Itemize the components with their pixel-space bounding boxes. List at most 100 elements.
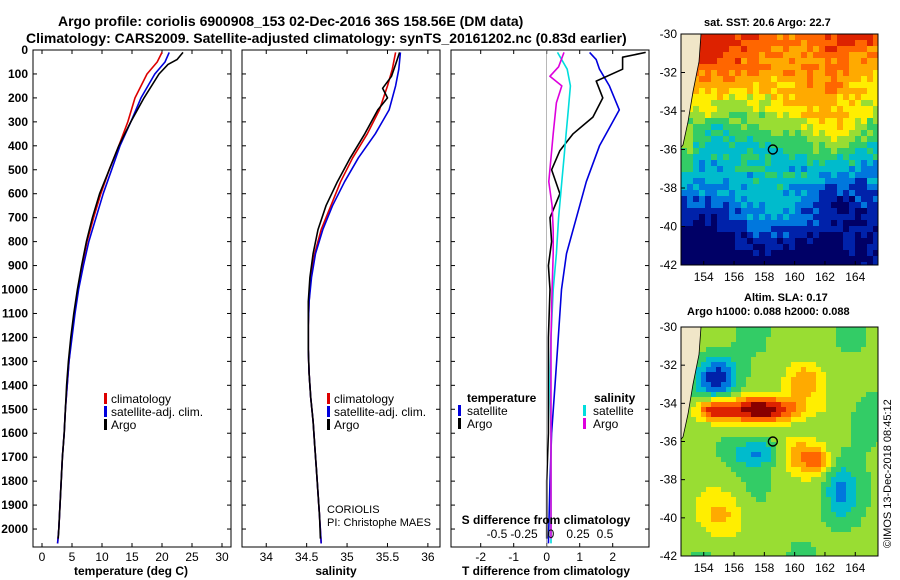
map-cell [736,357,742,363]
map-cell [806,487,812,493]
map-cell [747,154,754,161]
map-cell [871,412,877,418]
map-cell [753,46,760,53]
map-cell [813,52,820,59]
map-cell [731,517,737,523]
map-cell [771,250,778,257]
map-cell [711,40,718,47]
map-cell [717,46,724,53]
map-cell [806,377,812,383]
map-cell [781,532,787,538]
map-cell [789,256,796,263]
map-cell [846,347,852,353]
map-cell [696,462,702,468]
map-cell [851,402,857,408]
map-cell [813,112,820,119]
map-cell [813,196,820,203]
map-cell [856,407,862,413]
map-cell [736,337,742,343]
map-cell [801,442,807,448]
map-cell [771,160,778,167]
map-cell [813,214,820,221]
map-cell [796,527,802,533]
map-cell [693,220,700,227]
map-cell [765,154,772,161]
map-cell [771,124,778,131]
map-cell [806,507,812,513]
map-cell [825,184,832,191]
map-cell [867,52,874,59]
map-cell [771,447,777,453]
map-cell [836,397,842,403]
map-cell [846,412,852,418]
map-cell [873,250,878,257]
map-cell [851,412,857,418]
map-cell [856,522,862,528]
map-cell [856,452,862,458]
map-cell [736,527,742,533]
map-cell [761,507,767,513]
map-cell [753,196,760,203]
map-cell [843,202,850,209]
map-cell [731,377,737,383]
map-cell [861,477,867,483]
map-cell [856,432,862,438]
map-cell [781,467,787,473]
map-cell [867,214,874,221]
map-cell [873,112,878,119]
map-cell [731,347,737,353]
map-cell [693,124,700,131]
map-cell [747,172,754,179]
depth-tick-label: 400 [8,139,28,153]
map-cell [766,527,772,533]
map-y-tick-label: -36 [660,143,678,157]
map-cell [705,88,712,95]
map-cell [751,382,757,388]
map-cell [836,382,842,388]
map-cell [831,124,838,131]
map-cell [756,552,762,556]
map-cell [867,64,874,71]
map-cell [831,100,838,107]
map-cell [795,172,802,179]
map-cell [691,517,697,523]
map-cell [705,190,712,197]
map-cell [751,332,757,338]
map-cell [856,427,862,433]
map-cell [681,517,687,523]
map-cell [726,412,732,418]
map-cell [741,184,748,191]
map-cell [843,100,850,107]
map-cell [766,492,772,498]
map-cell [789,46,796,53]
map-cell [861,452,867,458]
map-cell [721,352,727,358]
map-cell [721,362,727,368]
map-cell [831,70,838,77]
map-cell [813,250,820,257]
map-cell [686,457,692,463]
map-cell [699,232,706,239]
map-cell [687,220,694,227]
map-cell [759,40,766,47]
map-cell [771,462,777,468]
map-cell [699,106,706,113]
map-cell [783,232,790,239]
map-cell [871,417,877,423]
map-cell [831,160,838,167]
map-cell [841,522,847,528]
map-cell [696,392,702,398]
map-cell [716,497,722,503]
map-cell [867,112,874,119]
map-cell [841,472,847,478]
map-cell [841,397,847,403]
map-cell [753,220,760,227]
map-cell [701,372,707,378]
map-y-tick-label: -42 [660,549,678,563]
map-cell [751,387,757,393]
map-cell [831,507,837,513]
map-cell [705,136,712,143]
map-cell [855,196,862,203]
map-cell [801,40,808,47]
map-cell [726,362,732,368]
